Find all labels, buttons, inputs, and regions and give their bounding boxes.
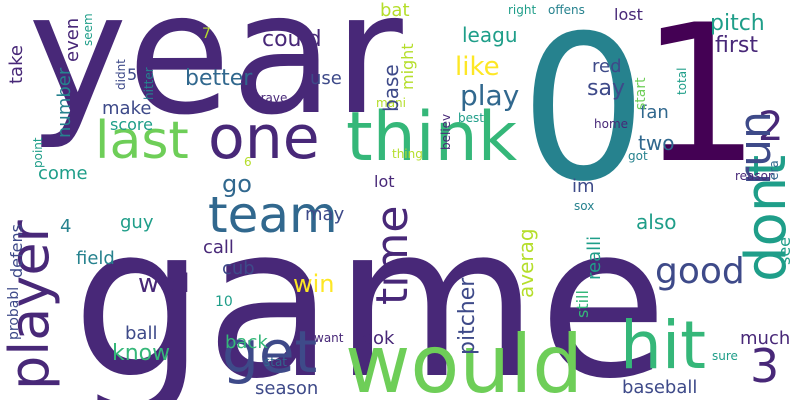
word-seem: seem [81,13,95,46]
word-10: 10 [215,294,233,310]
word-hit: hit [620,307,706,384]
word-pitch: pitch [710,11,765,36]
word-red: red [592,56,622,77]
word-come: come [38,163,88,184]
word-year: year [28,0,404,152]
word-leagu: leagu [462,23,518,47]
word-like: like [455,52,500,82]
word-first: first [715,33,758,58]
word-0: 0 [520,0,647,226]
word-lost: lost [614,5,643,24]
word-day: brave [253,91,287,105]
word-1: 1 [640,0,761,205]
word-score: score [110,115,153,134]
word-probabl: probabl [6,287,22,340]
word-win: win [293,270,335,298]
word-pitcher: pitcher [455,277,480,355]
word-field: field [76,248,115,269]
word-im: im [572,176,595,197]
word-base: base [379,64,403,112]
word-may: may [305,204,345,225]
word-believ: believ [439,114,453,150]
word-mayb: sure [712,349,738,363]
word-6: thing [392,147,423,161]
word-era: reason [735,169,776,183]
word-call: call [203,237,234,258]
word-guy: guy [120,212,154,233]
word-got: era [767,160,781,180]
word-realli: realli [584,236,605,280]
word-back: back [225,332,268,353]
word-would: would [345,318,583,400]
word-defens: defens [7,224,26,278]
word-look: look [357,328,395,349]
word-one: one [208,103,320,173]
word-5: 5 [127,65,137,84]
word-run: team [208,186,338,244]
word-fan: fan [640,102,669,123]
word-brave: 6 [244,155,252,169]
word-cub: cub [222,258,255,279]
word-start: start [633,77,649,110]
word-might: might [398,43,417,90]
word-number: number [54,67,75,138]
word-season: season [255,378,318,399]
word-dont: dont [734,155,799,282]
word-last: last [95,111,189,171]
word-good: good [655,251,745,292]
word-2: 2 [758,104,783,150]
word-hitter: hitter [142,67,156,100]
word-bat: bat [380,0,410,21]
word-stat: stat [264,355,287,369]
word-go: go [222,170,252,198]
word-take: take [6,45,27,84]
word-ball: ball [125,323,157,344]
word-make: make [102,98,151,119]
word-3: 3 [750,339,779,393]
word-use: use [310,68,342,89]
word-play: play [460,79,519,112]
word-4: 4 [60,216,71,237]
word-still: still [573,290,592,318]
word-get: get [222,318,317,386]
word-point: point [31,137,45,168]
word-see-visible: see [775,237,794,265]
word-know: know [112,341,170,366]
word-sox: sox [574,199,594,213]
word-lot: lot [374,172,395,191]
word-thing: got [628,149,648,163]
word-baseball: baseball [622,377,697,398]
word-player: player [0,219,61,390]
word-right: right [508,3,536,17]
word-want: want [314,331,344,345]
word-home: home [594,117,628,131]
word-also: also [636,210,676,234]
word-team: run [730,111,781,185]
word-best: best [458,111,484,125]
word-offens: offens [548,3,585,17]
word-well: well [138,269,190,299]
word-total: total [675,68,689,95]
word-didnt: didnt [114,59,128,90]
word-time: time [367,206,418,305]
word-much: much [740,328,790,349]
word-say: say [587,76,625,101]
word-averag: averag [514,228,538,298]
word-7: 7 [202,26,211,42]
word-better: better [185,66,253,91]
word-even: even [62,18,83,62]
word-think: think [346,98,518,177]
word-mani: mani [376,96,406,110]
word-could: could [262,27,322,52]
word-two: two [638,131,674,155]
word-game: game [72,180,668,400]
